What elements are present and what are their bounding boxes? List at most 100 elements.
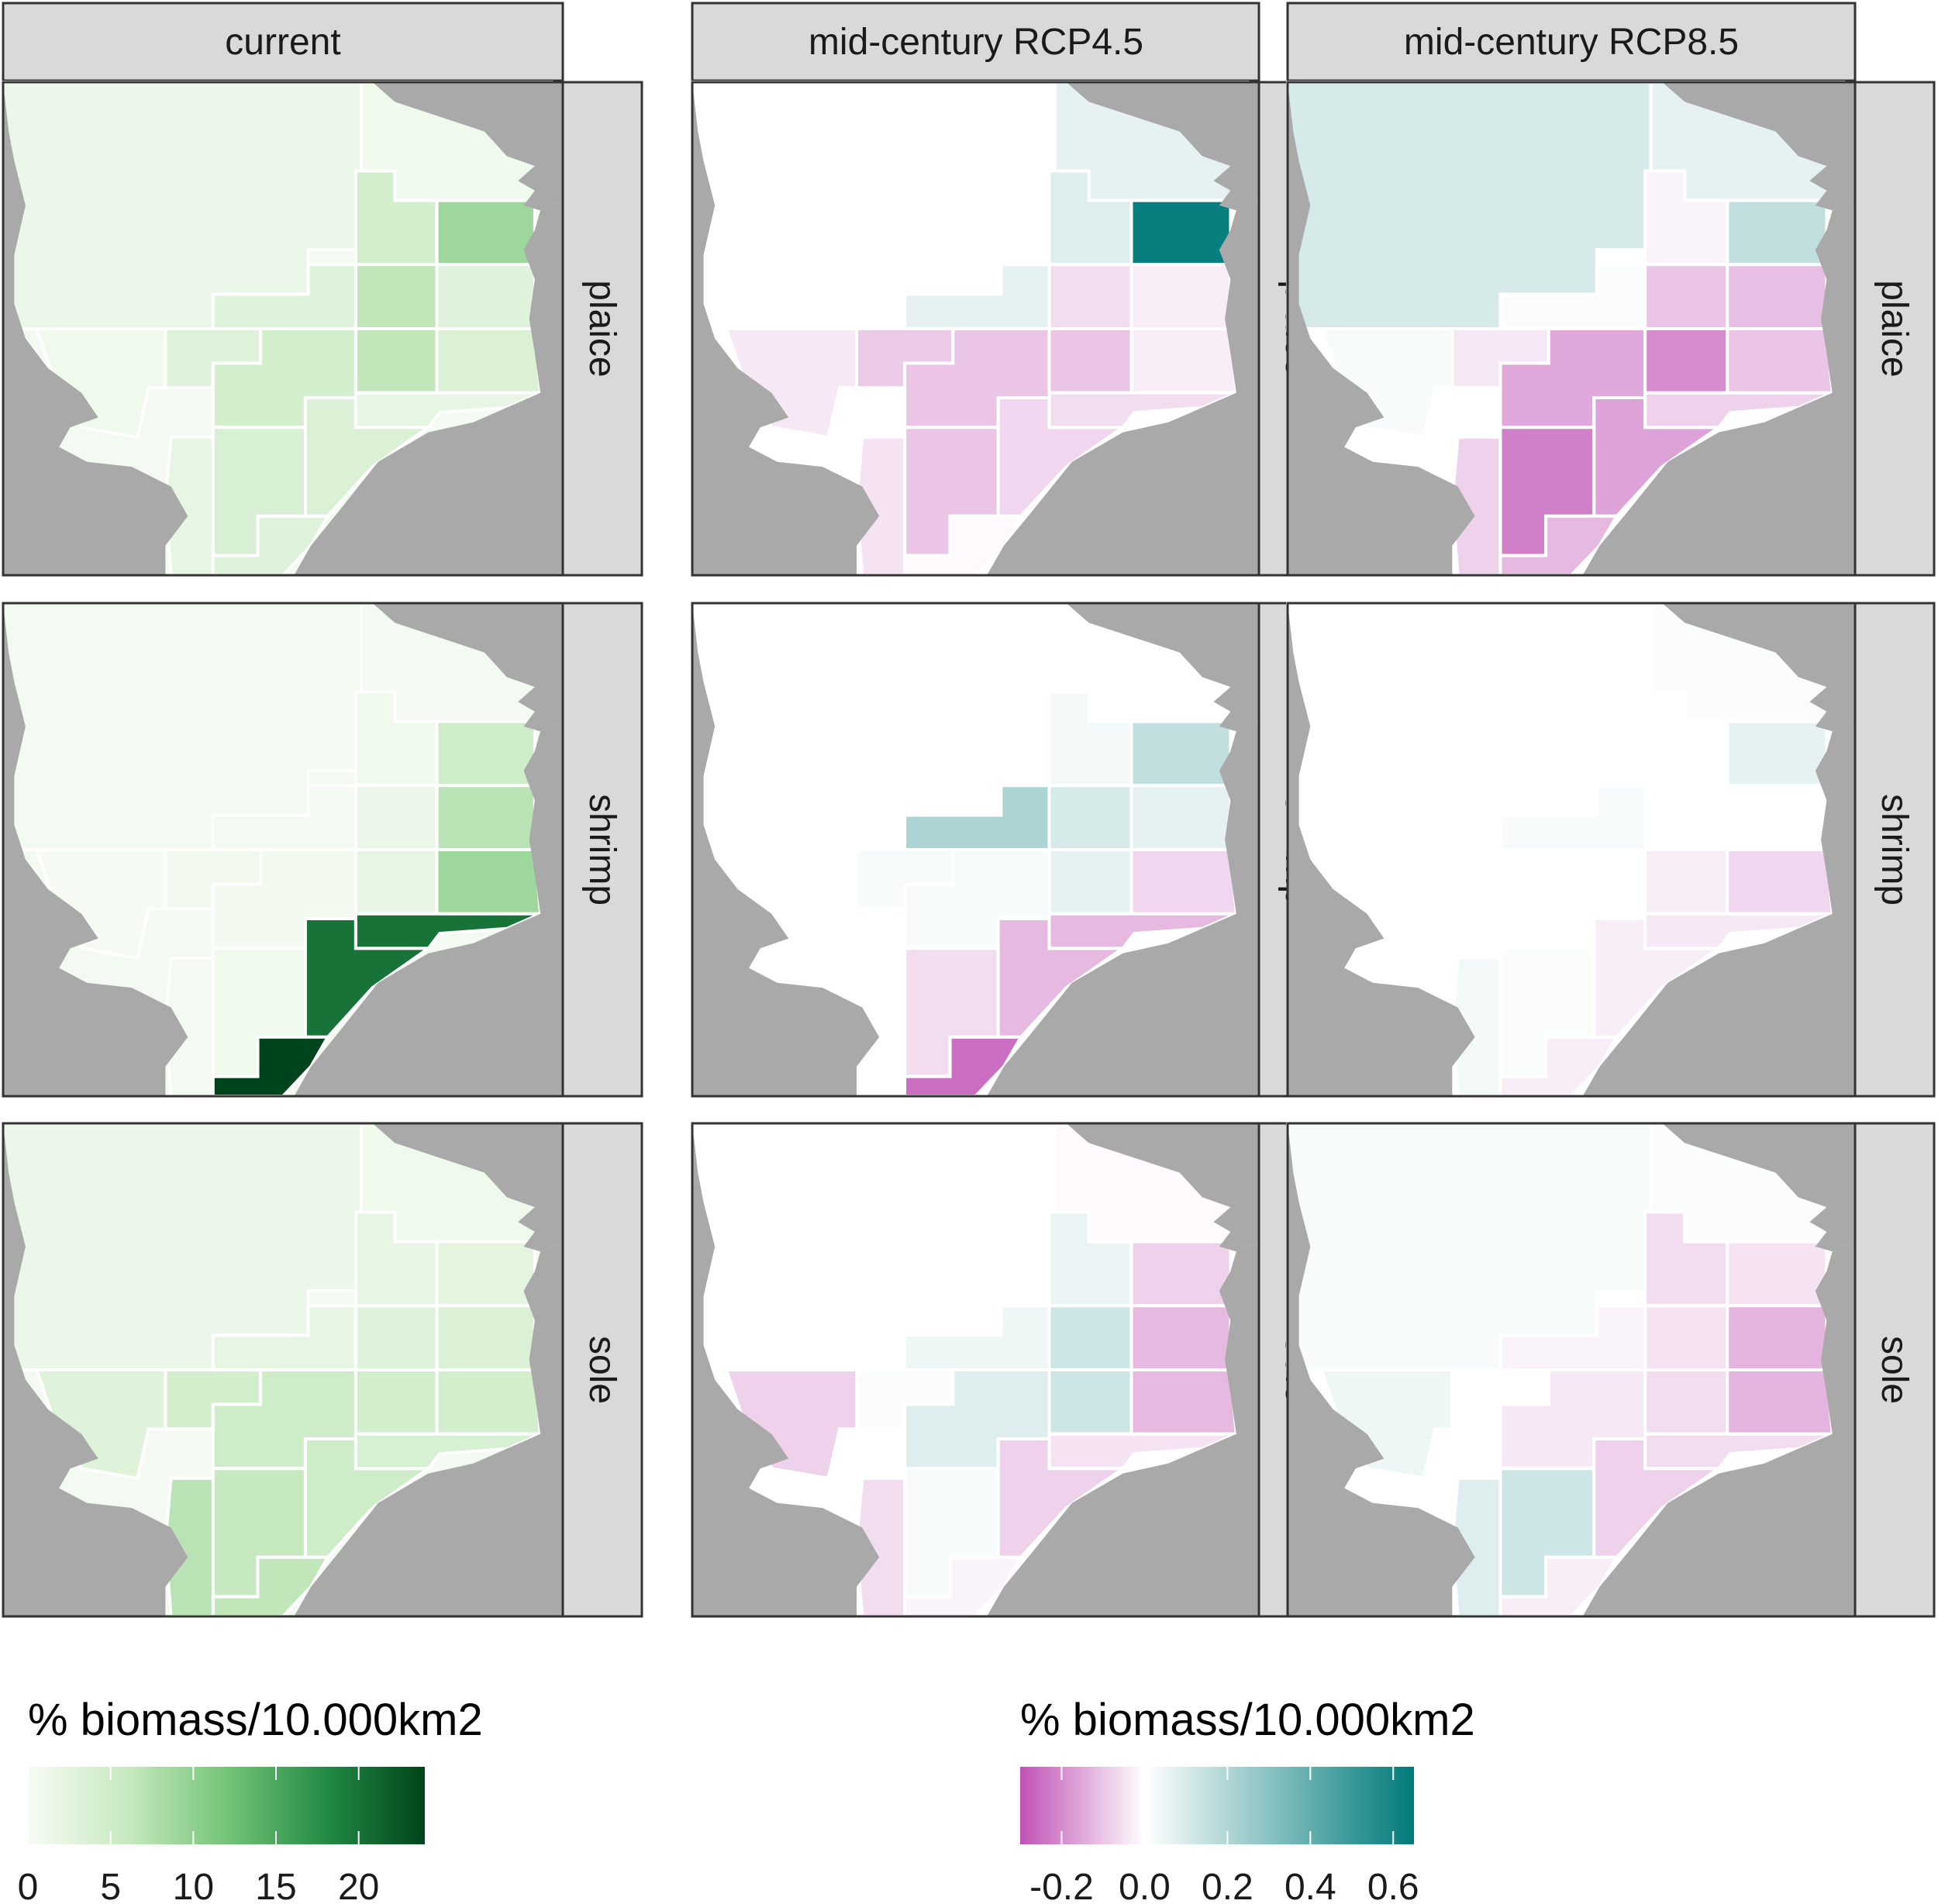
land-mass — [1662, 82, 1855, 211]
map-cell-c3 — [435, 848, 543, 916]
row-strip-box — [1854, 1122, 1936, 1618]
map-cell-n2 — [435, 1240, 536, 1308]
row-strip-box — [561, 602, 643, 1098]
map-cell-c3 — [1726, 848, 1834, 916]
land-mass — [3, 82, 188, 575]
land-mass — [372, 603, 563, 732]
column-header-current: current — [225, 22, 340, 63]
legend-current-title: % biomass/10.000km2 — [28, 1695, 483, 1745]
map-cell-m3 — [435, 263, 536, 330]
map-panel-shrimp-1 — [691, 602, 1260, 1098]
map-cell-m2 — [353, 1304, 439, 1371]
column-header-rcp45: mid-century RCP4.5 — [809, 22, 1143, 63]
legend-current-ticks: 0 5 10 15 20 — [18, 1767, 379, 1904]
map-cell-c3 — [435, 1368, 543, 1436]
panel-border — [2, 1122, 564, 1618]
map-cell-m3 — [1726, 784, 1829, 851]
map-cell-m2 — [1047, 784, 1133, 851]
land-mass — [1662, 603, 1855, 732]
row-strip-box — [561, 81, 643, 577]
panel-border — [1286, 1122, 1857, 1618]
map-cell-m2 — [1047, 263, 1133, 330]
land-mass — [692, 1123, 880, 1616]
row-header-sole: sole — [1874, 1336, 1915, 1404]
map-panels — [2, 81, 1857, 1618]
land-mass — [1662, 1123, 1855, 1252]
panel-border — [1286, 602, 1857, 1098]
map-cell-m2 — [1047, 1304, 1133, 1371]
legend-current-tick-label: 10 — [173, 1867, 214, 1904]
land-mass — [692, 82, 880, 575]
legend-change-title: % biomass/10.000km2 — [1020, 1695, 1475, 1745]
land-mass — [1066, 82, 1259, 211]
map-panel-plaice-1 — [691, 81, 1260, 577]
map-cell-m2 — [1643, 1304, 1729, 1371]
map-cell-m3 — [1726, 1304, 1829, 1371]
land-mass — [1582, 1241, 1855, 1616]
map-cell-n2 — [1726, 719, 1829, 788]
map-cell-c3 — [435, 327, 543, 395]
map-panel-shrimp-2 — [1286, 602, 1857, 1098]
row-header-shrimp: shrimp — [1874, 794, 1915, 905]
map-cell-m2 — [353, 784, 439, 851]
land-mass — [294, 200, 563, 575]
land-mass — [3, 1123, 188, 1616]
row-header-sole: sole — [581, 1336, 622, 1404]
land-mass — [372, 1123, 563, 1252]
land-mass — [294, 1241, 563, 1616]
land-mass — [1066, 1123, 1259, 1252]
map-cell-m3 — [1129, 784, 1233, 851]
land-mass — [1582, 200, 1855, 575]
legend-change-colorbar — [1020, 1767, 1414, 1844]
legend-change-tick-label: 0.0 — [1119, 1867, 1171, 1904]
legend-change-tick-label: 0.2 — [1202, 1867, 1253, 1904]
map-cell-c3 — [1129, 1368, 1238, 1436]
row-strip-box — [1854, 81, 1936, 577]
map-cell-n2 — [1726, 198, 1829, 267]
map-cell-c3 — [1726, 1368, 1834, 1436]
map-cell-n2 — [435, 719, 536, 788]
row-header-plaice: plaice — [581, 280, 622, 377]
legend-change-tick-label: 0.4 — [1285, 1867, 1336, 1904]
land-mass — [987, 1241, 1259, 1616]
land-mass — [987, 721, 1259, 1096]
map-cell-m2 — [1643, 784, 1729, 851]
map-cell-m3 — [1129, 263, 1233, 330]
legend-current-tick-label: 0 — [18, 1867, 39, 1904]
row-header-plaice: plaice — [1874, 280, 1915, 377]
land-mass — [692, 603, 880, 1096]
map-cell-c3 — [1726, 327, 1834, 395]
legend-current-tick-label: 20 — [338, 1867, 379, 1904]
column-strips: current mid-century RCP4.5 mid-century R… — [2, 2, 1857, 82]
map-cell-n2 — [1726, 1240, 1829, 1308]
map-cell-m2 — [353, 263, 439, 330]
legend-change: % biomass/10.000km2 -0.2 0.0 0.2 0.4 0.6 — [1020, 1695, 1475, 1904]
map-panel-sole-2 — [1286, 1122, 1857, 1618]
map-cell-c3 — [1129, 848, 1238, 916]
map-panel-plaice-0 — [2, 81, 564, 577]
legend-change-tick-label: -0.2 — [1029, 1867, 1094, 1904]
column-strip-current: current — [2, 2, 564, 82]
column-strip-rcp85: mid-century RCP8.5 — [1286, 2, 1857, 82]
row-header-shrimp: shrimp — [581, 794, 622, 905]
map-cell-m3 — [435, 1304, 536, 1371]
land-mass — [1288, 603, 1475, 1096]
legend-current: % biomass/10.000km2 0 5 10 15 20 — [18, 1695, 483, 1904]
row-strip-box — [1854, 602, 1936, 1098]
legend-current-colorbar — [28, 1767, 425, 1844]
legend-current-tick-label: 15 — [255, 1867, 296, 1904]
map-panel-shrimp-0 — [2, 602, 564, 1098]
map-cell-c3 — [1129, 327, 1238, 395]
map-cell-n2 — [1129, 1240, 1233, 1308]
map-panel-sole-0 — [2, 1122, 564, 1618]
legend-change-ticks: -0.2 0.0 0.2 0.4 0.6 — [1029, 1767, 1419, 1904]
land-mass — [987, 200, 1259, 575]
map-cell-c2 — [1047, 1368, 1133, 1436]
panel-border — [691, 1122, 1260, 1618]
legend-current-tick-label: 5 — [100, 1867, 121, 1904]
panel-border — [691, 602, 1260, 1098]
map-panel-sole-1 — [691, 1122, 1260, 1618]
map-cell-c2 — [1047, 327, 1133, 395]
land-mass — [1582, 721, 1855, 1096]
